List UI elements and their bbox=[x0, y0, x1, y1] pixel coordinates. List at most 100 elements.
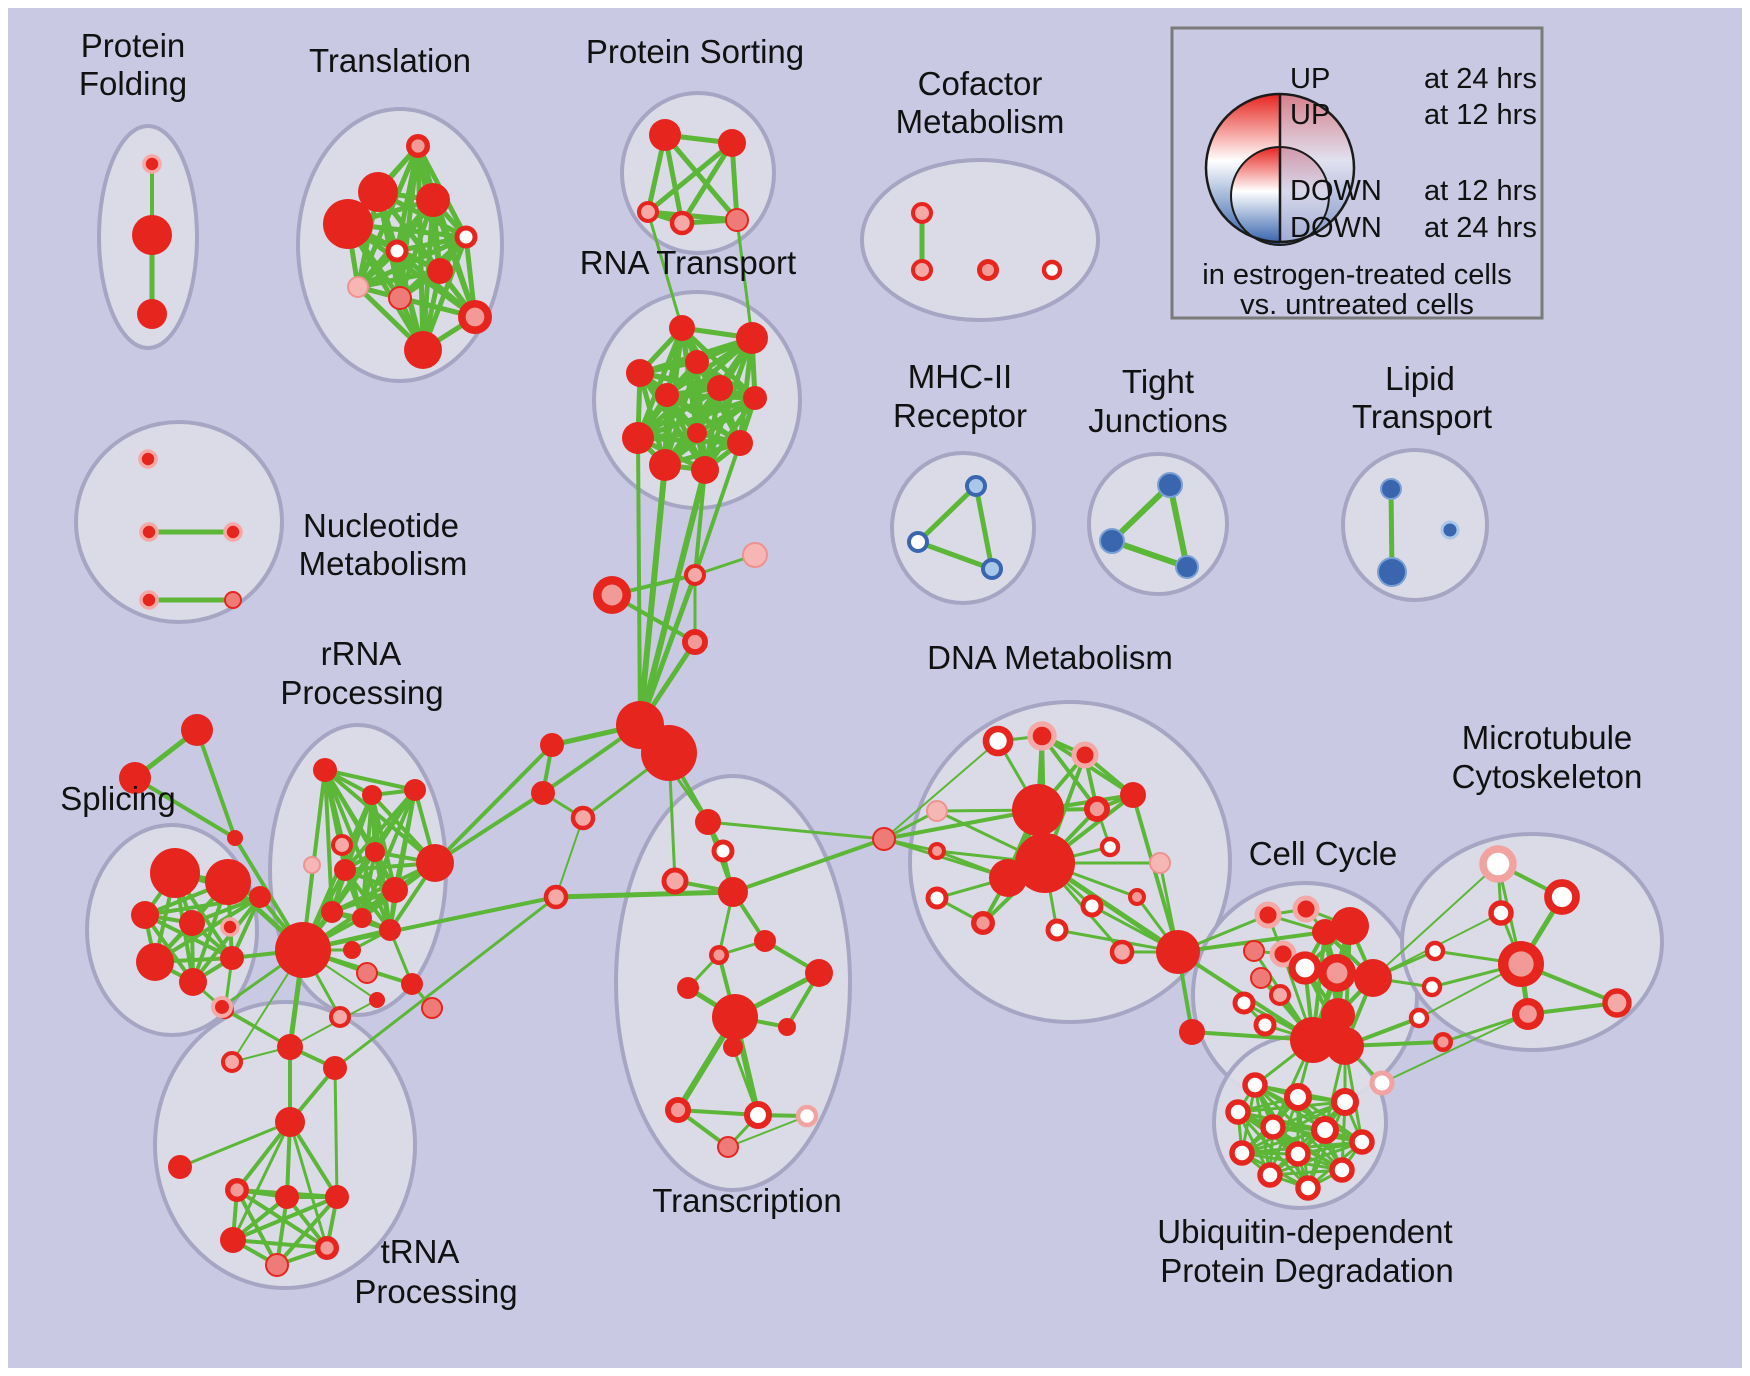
network-edge bbox=[433, 743, 554, 865]
network-edge bbox=[360, 850, 377, 920]
gene-node-rr5 bbox=[303, 856, 321, 874]
cluster-label-cell-cycle-line0: Cell Cycle bbox=[1249, 835, 1398, 872]
gene-node-rt10 bbox=[727, 430, 753, 456]
gene-node-cr4 bbox=[1433, 1032, 1453, 1052]
gene-node-tr4 bbox=[718, 877, 748, 907]
gene-node-u7 bbox=[1349, 1129, 1375, 1155]
gene-node-tn4 bbox=[275, 1107, 305, 1137]
cluster-bubble-lipid-transport bbox=[1341, 448, 1489, 602]
network-edge bbox=[637, 462, 668, 728]
gene-node-m2 bbox=[1544, 879, 1580, 915]
gene-node-rr2 bbox=[362, 785, 382, 805]
gene-node-d13 bbox=[1128, 888, 1146, 906]
gene-node-ps1 bbox=[649, 119, 681, 151]
legend-time-3: at 24 hrs bbox=[1424, 212, 1537, 244]
gene-node-pf1 bbox=[142, 154, 162, 174]
network-edge bbox=[662, 132, 740, 223]
gene-node-cc16 bbox=[1326, 1027, 1364, 1065]
gene-node-pf2 bbox=[132, 215, 172, 255]
cluster-label-nucleotide-metabolism-line0: Nucleotide bbox=[303, 507, 459, 544]
gene-node-tn1 bbox=[210, 995, 234, 1019]
gene-node-tr10 bbox=[778, 1018, 796, 1036]
legend-outer-fade bbox=[1280, 94, 1354, 242]
gene-node-rt2 bbox=[736, 322, 768, 354]
cluster-label-trna-processing-line0: tRNA bbox=[381, 1233, 460, 1270]
cluster-label-rna-transport-line0: RNA Transport bbox=[580, 244, 796, 281]
legend-time-0: at 24 hrs bbox=[1424, 63, 1537, 95]
gene-node-u6 bbox=[1310, 1115, 1340, 1145]
gene-node-t3 bbox=[323, 199, 373, 249]
gene-node-tr11 bbox=[723, 1037, 743, 1057]
gene-node-sp8 bbox=[220, 946, 244, 970]
network-edge bbox=[635, 395, 758, 441]
gene-node-rt8 bbox=[622, 422, 654, 454]
gene-node-a2 bbox=[119, 762, 151, 794]
network-edge bbox=[231, 1120, 292, 1242]
gene-node-cr1 bbox=[1424, 940, 1446, 962]
gene-node-tr5 bbox=[754, 930, 776, 952]
cluster-label-trna-processing-line1: Processing bbox=[354, 1273, 517, 1310]
gene-node-tn11 bbox=[265, 1253, 289, 1277]
gene-node-cc15 bbox=[1290, 1017, 1336, 1063]
gene-node-cc6 bbox=[1269, 940, 1297, 968]
cluster-label-cofactor-metabolism-line1: Metabolism bbox=[896, 103, 1065, 140]
cluster-label-microtubule-cytoskeleton-line1: Cytoskeleton bbox=[1452, 758, 1643, 795]
cluster-label-mhc-ii-receptor-line0: MHC-II bbox=[908, 358, 1012, 395]
legend-time-2: at 12 hrs bbox=[1424, 175, 1537, 207]
legend-caption-line1: vs. untreated cells bbox=[1240, 289, 1474, 321]
gene-node-x1 bbox=[540, 733, 564, 757]
legend-inner-fade bbox=[1280, 147, 1329, 245]
cluster-label-translation-line0: Translation bbox=[309, 42, 471, 79]
gene-node-cr2 bbox=[1421, 976, 1443, 998]
gene-node-sp5 bbox=[249, 886, 271, 908]
gene-node-rr12 bbox=[379, 919, 401, 941]
gene-node-u3 bbox=[1330, 1087, 1360, 1117]
gene-node-d9 bbox=[1015, 833, 1075, 893]
gene-node-cc1 bbox=[1254, 901, 1282, 929]
network-edge bbox=[323, 768, 437, 865]
network-edge bbox=[1240, 1128, 1327, 1155]
gene-node-nm2 bbox=[139, 522, 159, 542]
gene-node-cr3 bbox=[1408, 1007, 1430, 1029]
gene-node-d14 bbox=[925, 886, 949, 910]
gene-node-a1 bbox=[181, 714, 213, 746]
gene-node-d6 bbox=[926, 800, 948, 822]
gene-node-rt6 bbox=[707, 375, 733, 401]
gene-node-tj1 bbox=[1157, 472, 1183, 498]
gene-node-cc13 bbox=[1253, 1013, 1277, 1037]
gene-node-d18 bbox=[1109, 939, 1135, 965]
gene-node-cc14 bbox=[1321, 998, 1355, 1032]
gene-node-sp6 bbox=[220, 917, 240, 937]
gene-node-rr11 bbox=[352, 908, 372, 928]
cluster-label-splicing-line0: Splicing bbox=[60, 780, 176, 817]
gene-node-rr9 bbox=[416, 844, 454, 882]
cluster-label-mhc-ii-receptor-line1: Receptor bbox=[893, 397, 1027, 434]
cluster-label-dna-metabolism-line0: DNA Metabolism bbox=[927, 639, 1173, 676]
gene-node-b1 bbox=[543, 884, 569, 910]
gene-node-d11 bbox=[1099, 836, 1121, 858]
gene-node-u10 bbox=[1257, 1162, 1283, 1188]
cluster-label-rrna-processing-line1: Processing bbox=[280, 674, 443, 711]
gene-node-rr18 bbox=[328, 1005, 352, 1029]
gene-node-t1 bbox=[406, 134, 430, 158]
gene-node-tn8 bbox=[325, 1185, 349, 1209]
network-edge bbox=[915, 483, 979, 545]
gene-node-d17 bbox=[1045, 918, 1069, 942]
gene-node-cf1 bbox=[910, 201, 934, 225]
gene-node-rr3 bbox=[404, 779, 426, 801]
network-edge bbox=[915, 539, 995, 572]
gene-node-tr14 bbox=[795, 1104, 819, 1128]
gene-node-rr17 bbox=[369, 992, 385, 1008]
gene-node-t11 bbox=[404, 331, 442, 369]
legend: UP at 24 hrs UP at 12 hrs DOWN at 12 hrs DOWN a… bbox=[1170, 26, 1544, 321]
network-edge bbox=[731, 837, 886, 894]
gene-node-d0 bbox=[872, 827, 896, 851]
gene-node-rr1 bbox=[313, 758, 337, 782]
gene-node-d12 bbox=[1149, 852, 1171, 874]
network-edge bbox=[635, 325, 685, 441]
gene-node-rt11 bbox=[649, 449, 681, 481]
gene-node-rr8 bbox=[382, 877, 408, 903]
gene-node-rr4 bbox=[330, 833, 354, 857]
gene-node-rr19 bbox=[421, 997, 443, 1019]
gene-node-u9 bbox=[1285, 1141, 1311, 1167]
